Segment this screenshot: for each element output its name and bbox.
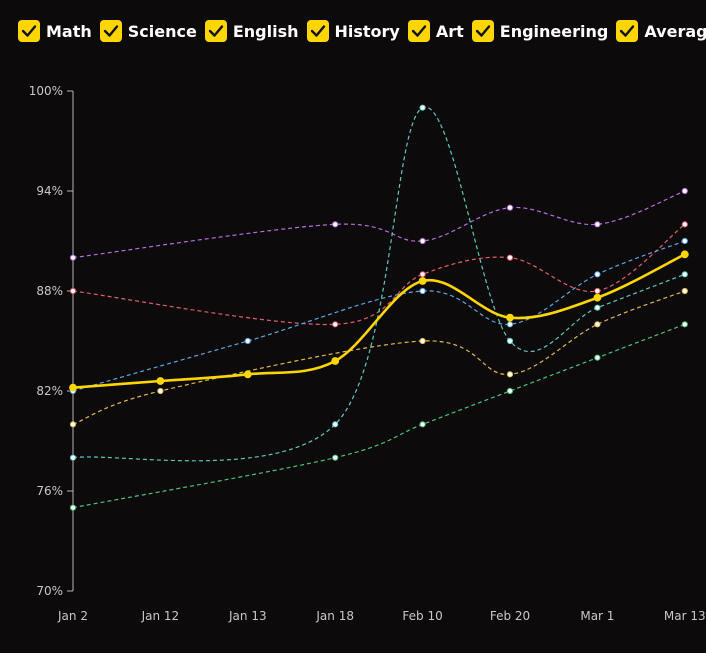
data-point-history (332, 221, 339, 228)
series-history (69, 187, 688, 261)
checkbox-checked-icon (204, 20, 227, 42)
legend-label-english: English (232, 21, 299, 41)
data-point-english (419, 337, 426, 345)
series-line-art (72, 106, 686, 462)
legend-item-engineering[interactable]: Engineering (471, 20, 609, 42)
data-point-art (681, 271, 688, 278)
data-point-engineering (332, 454, 339, 461)
series-science (69, 237, 688, 395)
legend-label-math: Math (46, 21, 92, 41)
checkbox-checked-icon (471, 20, 494, 42)
data-point-english (506, 371, 514, 378)
legend: Math Science English History Art Enginee… (18, 20, 706, 42)
data-point-english (594, 321, 601, 328)
series-art (69, 104, 688, 462)
x-tick-label: Feb 10 (402, 609, 442, 623)
data-point-math (506, 254, 514, 261)
data-point-science (506, 321, 514, 328)
data-point-history (681, 187, 688, 195)
data-point-average (418, 277, 427, 285)
data-point-art (419, 104, 426, 111)
data-point-engineering (419, 421, 426, 428)
data-point-average (243, 370, 252, 379)
legend-item-science[interactable]: Science (99, 20, 197, 42)
data-point-math (69, 287, 77, 295)
data-point-math (332, 321, 339, 328)
y-tick-label: 100% (29, 84, 63, 98)
data-point-average (156, 377, 165, 385)
data-point-art (594, 304, 601, 311)
data-point-history (594, 221, 601, 228)
x-tick-label: Jan 2 (57, 609, 88, 623)
series-english (69, 287, 688, 428)
legend-item-average[interactable]: Average (616, 20, 706, 42)
series-engineering (69, 321, 688, 511)
axes: 70% 76% 82% 88% 94% 100% Jan 2 Jan 12 Jan 13 Jan … (29, 84, 706, 623)
legend-label-science: Science (127, 21, 197, 41)
data-point-art (506, 337, 514, 345)
x-tick-label: Feb 20 (490, 609, 530, 623)
y-tick-label: 94% (36, 184, 63, 198)
legend-label-average: Average (644, 21, 706, 41)
data-point-english (157, 387, 164, 395)
series-average (69, 250, 689, 392)
data-point-average (680, 250, 689, 259)
legend-item-art[interactable]: Art (407, 20, 464, 42)
data-point-english (681, 287, 688, 295)
checkbox-checked-icon (306, 20, 329, 42)
data-point-average (69, 383, 77, 392)
legend-label-history: History (334, 21, 400, 41)
data-point-average (593, 293, 602, 302)
x-tick-label: Jan 12 (141, 609, 180, 623)
x-tick-label: Mar 1 (580, 609, 614, 623)
data-point-math (681, 221, 688, 228)
x-tick-label: Mar 13 (664, 609, 706, 623)
data-point-art (332, 421, 339, 428)
data-point-engineering (69, 504, 77, 511)
y-tick-label: 76% (36, 484, 63, 498)
series-line-history (72, 190, 686, 259)
data-point-history (69, 254, 77, 261)
data-point-art (69, 454, 77, 461)
checkbox-checked-icon (18, 20, 40, 42)
data-point-history (419, 237, 426, 245)
legend-label-engineering: Engineering (499, 21, 609, 41)
checkbox-checked-icon (99, 20, 122, 42)
y-tick-label: 88% (36, 284, 63, 298)
legend-label-art: Art (435, 21, 464, 41)
data-point-average (506, 313, 514, 322)
data-point-average (331, 357, 340, 365)
data-point-engineering (594, 354, 601, 361)
y-tick-label: 70% (36, 584, 63, 598)
checkbox-checked-icon (407, 20, 430, 42)
data-point-math (594, 287, 601, 295)
data-point-english (69, 421, 77, 428)
data-point-history (506, 204, 514, 211)
legend-item-math[interactable]: Math (18, 20, 92, 42)
series-math (69, 221, 688, 328)
data-point-engineering (681, 321, 688, 328)
data-point-engineering (506, 387, 514, 395)
x-tick-label: Jan 18 (315, 609, 354, 623)
data-point-science (594, 271, 601, 278)
x-tick-label: Jan 13 (228, 609, 267, 623)
data-point-math (419, 271, 426, 278)
legend-item-history[interactable]: History (306, 20, 400, 42)
series-layer (69, 104, 689, 511)
data-point-science (681, 237, 688, 245)
data-point-science (419, 287, 426, 295)
data-point-science (244, 337, 251, 345)
series-line-average (72, 253, 686, 389)
checkbox-checked-icon (616, 20, 639, 42)
series-line-engineering (72, 323, 686, 509)
y-tick-label: 82% (36, 384, 63, 398)
legend-item-english[interactable]: English (204, 20, 299, 42)
